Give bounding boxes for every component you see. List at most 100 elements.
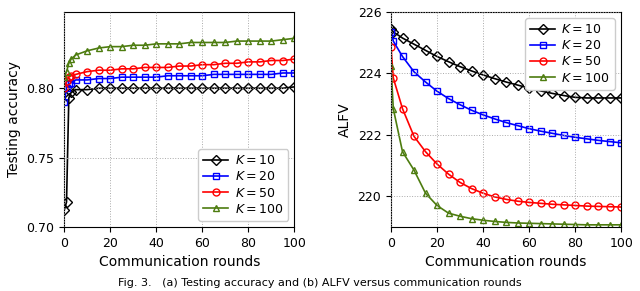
$K = 100$ <box>118 45 125 48</box>
$K = 20$ <box>129 75 137 79</box>
$K = 50$ <box>118 67 125 71</box>
$K = 100$ <box>279 38 287 41</box>
$K = 10$ <box>390 30 397 34</box>
$K = 50$ <box>433 162 441 166</box>
$K = 20$ <box>164 74 172 77</box>
$K = 100$ <box>502 221 510 224</box>
$K = 10$ <box>60 209 68 212</box>
$K = 10$ <box>537 89 545 93</box>
Legend: $K = 10$, $K = 20$, $K = 50$, $K = 100$: $K = 10$, $K = 20$, $K = 50$, $K = 100$ <box>525 18 615 90</box>
$K = 100$ <box>491 220 499 223</box>
$K = 10$ <box>67 91 75 94</box>
$K = 10$ <box>72 88 79 91</box>
$K = 100$ <box>141 43 148 47</box>
$K = 100$ <box>152 42 160 46</box>
$K = 50$ <box>560 203 568 207</box>
$K = 20$ <box>106 77 114 80</box>
Line: $K = 100$: $K = 100$ <box>61 35 298 81</box>
$K = 10$ <box>210 86 218 90</box>
$K = 20$ <box>537 129 545 133</box>
$K = 20$ <box>279 71 287 75</box>
$K = 50$ <box>456 181 464 184</box>
$K = 100$ <box>456 214 464 218</box>
$K = 10$ <box>548 92 556 95</box>
$K = 100$ <box>198 41 206 44</box>
$K = 50$ <box>198 63 206 66</box>
$K = 10$ <box>244 86 252 90</box>
Text: Fig. 3.   (a) Testing accuracy and (b) ALFV versus communication rounds: Fig. 3. (a) Testing accuracy and (b) ALF… <box>118 278 522 288</box>
$K = 20$ <box>491 117 499 120</box>
$K = 100$ <box>291 37 298 40</box>
$K = 10$ <box>268 86 275 90</box>
$K = 50$ <box>221 61 229 65</box>
$K = 10$ <box>445 60 452 63</box>
$K = 100$ <box>399 150 406 153</box>
$K = 100$ <box>210 41 218 44</box>
$K = 100$ <box>410 168 418 172</box>
$K = 100$ <box>468 217 476 220</box>
$K = 10$ <box>456 65 464 68</box>
$K = 100$ <box>221 41 229 44</box>
$K = 50$ <box>479 191 487 195</box>
$K = 20$ <box>572 136 579 139</box>
$K = 100$ <box>244 39 252 43</box>
$K = 20$ <box>210 73 218 76</box>
$K = 50$ <box>141 66 148 69</box>
$K = 100$ <box>548 222 556 226</box>
$K = 10$ <box>387 27 395 31</box>
$K = 50$ <box>72 73 79 76</box>
$K = 50$ <box>129 67 137 71</box>
$K = 10$ <box>187 86 195 90</box>
$K = 10$ <box>63 200 70 204</box>
Line: $K = 20$: $K = 20$ <box>61 70 298 106</box>
$K = 20$ <box>141 75 148 79</box>
$K = 50$ <box>164 66 172 69</box>
$K = 100$ <box>233 39 241 43</box>
$K = 10$ <box>198 86 206 90</box>
$K = 10$ <box>572 96 579 99</box>
$K = 20$ <box>95 77 102 80</box>
Line: $K = 10$: $K = 10$ <box>388 25 625 102</box>
$K = 10$ <box>514 83 522 87</box>
Line: $K = 100$: $K = 100$ <box>388 62 625 228</box>
$K = 10$ <box>583 96 591 100</box>
$K = 50$ <box>572 204 579 207</box>
$K = 50$ <box>514 199 522 203</box>
$K = 10$ <box>433 55 441 58</box>
$K = 10$ <box>106 86 114 90</box>
$K = 20$ <box>256 73 264 76</box>
$K = 50$ <box>291 57 298 61</box>
$K = 100$ <box>129 43 137 47</box>
$K = 10$ <box>606 96 614 100</box>
$K = 50$ <box>244 60 252 64</box>
$K = 10$ <box>164 86 172 90</box>
$K = 10$ <box>291 85 298 88</box>
$K = 100$ <box>95 46 102 50</box>
$K = 10$ <box>422 49 429 52</box>
$K = 50$ <box>491 195 499 199</box>
$K = 50$ <box>422 150 429 153</box>
$K = 10$ <box>399 36 406 40</box>
$K = 100$ <box>67 57 75 61</box>
$K = 20$ <box>514 124 522 127</box>
$K = 100$ <box>445 211 452 215</box>
$K = 20$ <box>606 140 614 143</box>
$K = 20$ <box>433 89 441 93</box>
$K = 50$ <box>83 70 91 73</box>
$K = 50$ <box>537 202 545 205</box>
$K = 50$ <box>175 64 183 68</box>
Y-axis label: Testing accuracy: Testing accuracy <box>7 61 21 178</box>
$K = 20$ <box>548 132 556 135</box>
$K = 50$ <box>67 74 75 77</box>
$K = 100$ <box>187 41 195 44</box>
$K = 50$ <box>399 107 406 111</box>
$K = 100$ <box>72 53 79 57</box>
$K = 10$ <box>129 86 137 90</box>
$K = 100$ <box>617 223 625 227</box>
$K = 10$ <box>560 94 568 97</box>
Line: $K = 10$: $K = 10$ <box>61 84 298 214</box>
$K = 10$ <box>468 69 476 73</box>
$K = 100$ <box>387 64 395 68</box>
$K = 100$ <box>256 39 264 43</box>
$K = 100$ <box>175 42 183 46</box>
